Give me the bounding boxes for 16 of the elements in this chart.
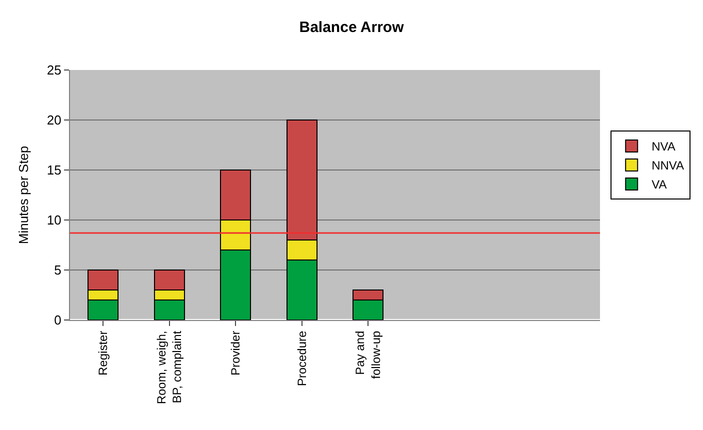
y-tick-label: 10 — [46, 212, 62, 228]
x-tick-label: Provider — [228, 330, 243, 376]
legend-label: NVA — [652, 140, 676, 154]
legend-label: NNVA — [652, 158, 684, 173]
y-tick-label: 25 — [46, 62, 62, 78]
y-tick-label: 15 — [46, 162, 62, 178]
x-tick-label: Room, weigh, BP, complaint — [154, 330, 184, 404]
y-tick-label: 20 — [46, 112, 62, 128]
y-tick-label: 5 — [54, 262, 62, 278]
x-tick-label: Pay and follow-up — [353, 330, 383, 379]
x-tick-label: Procedure — [294, 330, 309, 386]
y-tick-label: 0 — [54, 312, 62, 328]
legend-label: VA — [652, 178, 667, 192]
y-axis-title: Minutes per Step — [16, 146, 31, 244]
chart-title: Balance Arrow — [299, 19, 404, 36]
x-tick-label: Register — [96, 330, 110, 376]
